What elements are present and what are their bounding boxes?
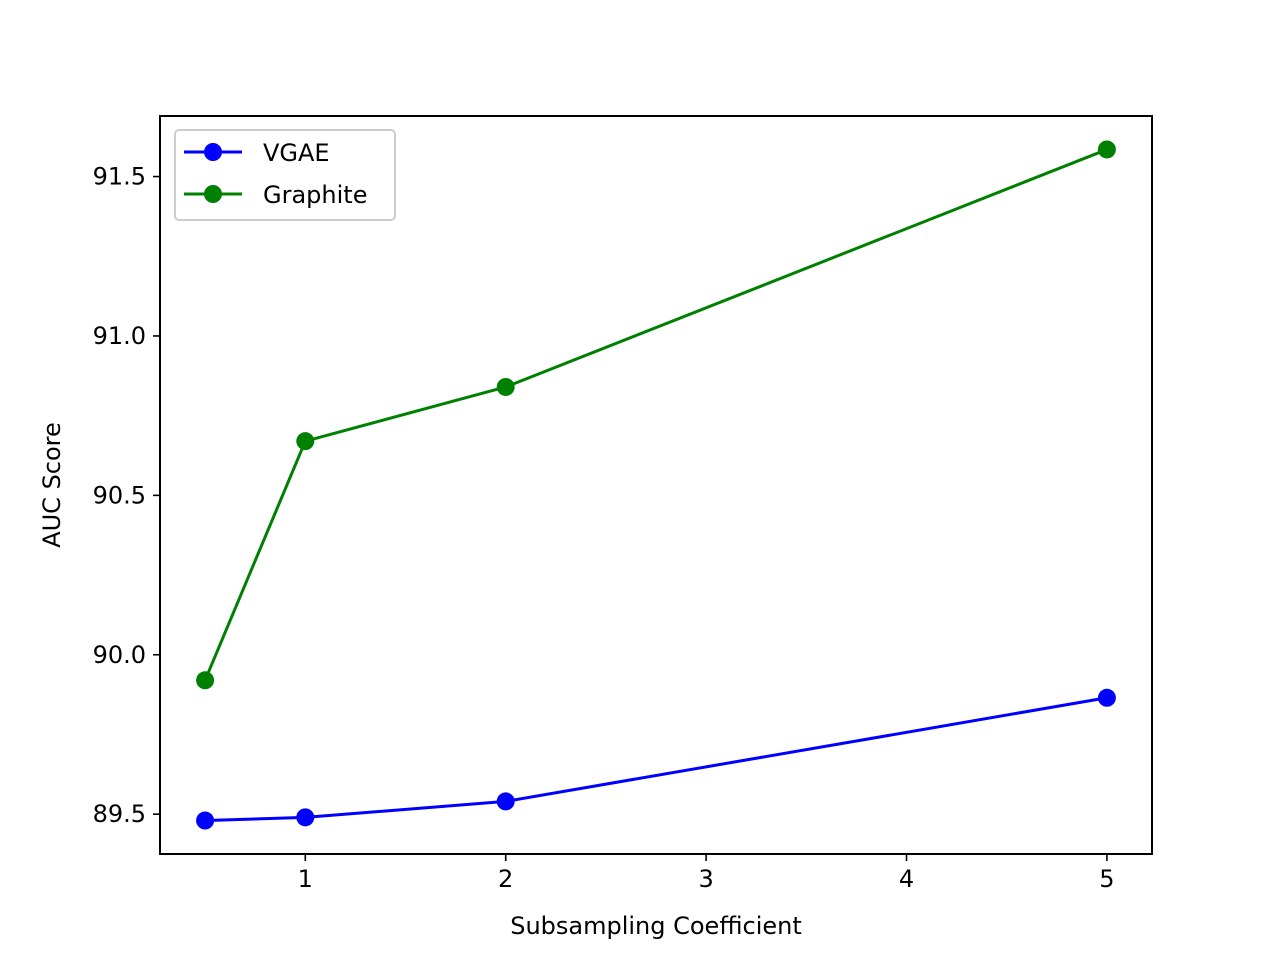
- y-tick-label: 89.5: [93, 800, 146, 828]
- y-tick-label: 91.5: [93, 163, 146, 191]
- axes-frame: [159, 115, 1153, 855]
- y-tick-label: 90.0: [93, 641, 146, 669]
- y-axis-label: AUC Score: [38, 422, 66, 548]
- plot-area: [160, 116, 1152, 854]
- series-layer: [196, 140, 1116, 830]
- x-tick-label: 1: [298, 865, 313, 893]
- data-point-vgae: [496, 792, 515, 811]
- legend: VGAE Graphite: [174, 129, 396, 221]
- legend-label-graphite: Graphite: [263, 181, 367, 209]
- x-tick-label: 4: [899, 865, 914, 893]
- data-point-vgae: [1097, 688, 1116, 707]
- legend-label-vgae: VGAE: [263, 139, 330, 167]
- data-point-graphite: [1097, 140, 1116, 159]
- x-tick-label: 2: [498, 865, 513, 893]
- legend-marker-graphite: [204, 185, 222, 203]
- x-axis-label: Subsampling Coefficient: [510, 912, 802, 940]
- legend-marker-vgae: [204, 143, 222, 161]
- series-line-vgae: [203, 696, 1109, 823]
- x-tick-label: 3: [698, 865, 713, 893]
- y-tick-label: 91.0: [93, 322, 146, 350]
- data-point-graphite: [296, 432, 315, 451]
- series-line-graphite: [203, 147, 1109, 683]
- x-tick-label: 5: [1099, 865, 1114, 893]
- y-tick-label: 90.5: [93, 481, 146, 509]
- data-point-vgae: [296, 808, 315, 827]
- data-point-vgae: [196, 811, 215, 830]
- plot-background: [160, 116, 1152, 854]
- data-point-graphite: [496, 377, 515, 396]
- data-point-graphite: [196, 671, 215, 690]
- axes-layer: 1 2 3 4 5 89.5 90.0 90.5 91.0 91.5: [93, 115, 1153, 893]
